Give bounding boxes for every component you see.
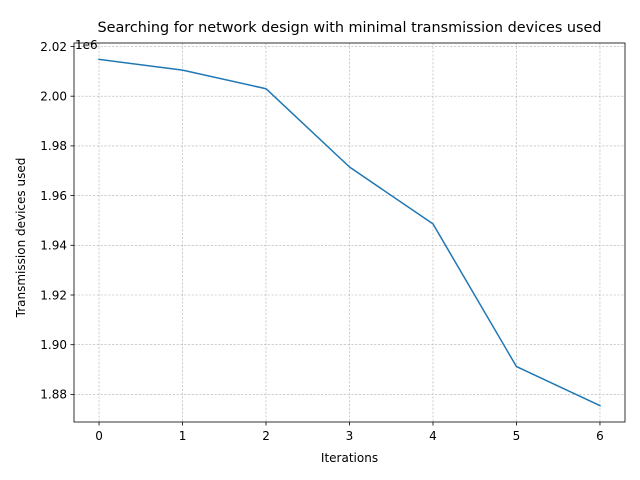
y-tick-label: 1.96 xyxy=(40,189,67,203)
y-axis-label: Transmission devices used xyxy=(14,158,28,319)
x-tick-label: 6 xyxy=(596,429,604,443)
y-tick-label: 1.94 xyxy=(40,239,67,253)
x-tick-label: 2 xyxy=(262,429,270,443)
y-tick-label: 1.92 xyxy=(40,288,67,302)
y-tick-label: 2.02 xyxy=(40,40,67,54)
x-tick-label: 4 xyxy=(429,429,437,443)
axes-layer: 0 1 2 3 4 5 6 1.88 1.90 1.92 1.94 1.96 1.98 2.00 2.02 xyxy=(40,40,626,443)
x-tick-label: 5 xyxy=(513,429,521,443)
y-tick-label: 1.90 xyxy=(40,338,67,352)
x-tick-label: 0 xyxy=(95,429,103,443)
series-line xyxy=(98,58,601,407)
y-tick-label: 1.88 xyxy=(40,388,67,402)
plot-frame xyxy=(73,42,626,423)
x-axis-label: Iterations xyxy=(321,451,378,465)
series-layer xyxy=(98,58,601,407)
x-tick-label: 3 xyxy=(346,429,354,443)
x-tick-label: 1 xyxy=(179,429,187,443)
y-tick-label: 2.00 xyxy=(40,89,67,103)
grid-layer xyxy=(74,43,625,422)
y-tick-label: 1.98 xyxy=(40,139,67,153)
y-offset-label: 1e6 xyxy=(75,38,98,52)
chart-title: Searching for network design with minima… xyxy=(97,20,601,36)
